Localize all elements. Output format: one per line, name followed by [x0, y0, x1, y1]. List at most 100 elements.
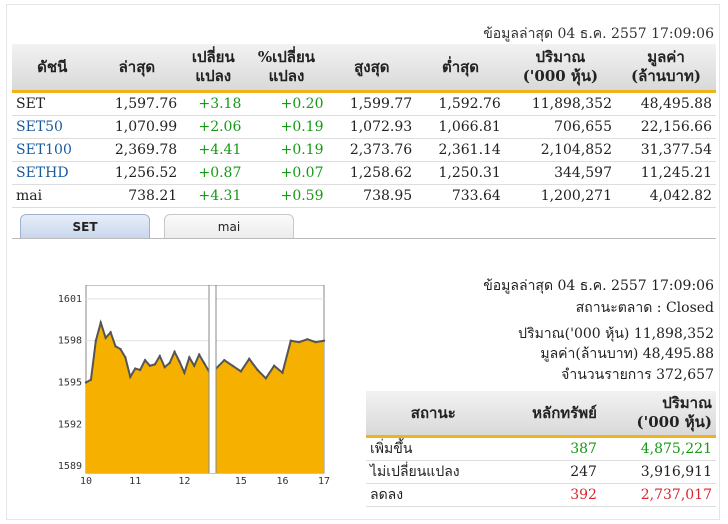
index-cell-val: 11,245.21 [616, 161, 716, 185]
status-row: เพิ่มขึ้น 387 4,875,221 [366, 436, 716, 461]
series-area-2 [216, 339, 324, 473]
data-point [129, 375, 132, 379]
y-tick-label: 1598 [58, 336, 82, 347]
data-point [143, 359, 147, 362]
index-col-header: %เปลี่ยน แปลง [245, 44, 328, 93]
index-col-header-line: ('000 หุ้น) [522, 67, 599, 85]
data-point [84, 381, 88, 384]
index-cell-name[interactable]: SETHD [12, 161, 93, 185]
advance-decline-table: สถานะ หลักทรัพย์ ปริมาณ ('000 หุ้น) เพิ่… [366, 391, 716, 507]
tab-bar: SET mai [12, 214, 716, 239]
data-point [306, 338, 309, 341]
index-row[interactable]: SET 1,597.76 +3.18 +0.20 1,599.77 1,592.76 11,… [12, 91, 716, 116]
index-col-header: สูงสุด [327, 44, 417, 93]
index-cell-pct: +0.19 [245, 138, 328, 162]
index-row[interactable]: mai 738.21 +4.31 +0.59 738.95 733.64 1,200,271… [12, 184, 716, 208]
data-point [314, 340, 317, 344]
index-cell-name[interactable]: SET50 [12, 115, 93, 139]
index-cell-name[interactable]: SET [12, 91, 93, 116]
index-row[interactable]: SET100 2,369.78 +4.41 +0.19 2,373.76 2,361.14… [12, 138, 716, 162]
index-cell-vol: 1,200,271 [504, 184, 616, 208]
index-col-header-line: ล่าสุด [118, 57, 156, 76]
index-cell-high: 1,258.62 [327, 161, 417, 185]
index-row[interactable]: SETHD 1,256.52 +0.87 +0.07 1,258.62 1,250.31 3… [12, 161, 716, 185]
data-point [289, 339, 292, 342]
tab-set[interactable]: SET [20, 214, 150, 238]
series-line-2 [215, 338, 325, 380]
x-tick-label: 12 [178, 476, 190, 485]
index-cell-vol: 11,898,352 [504, 91, 616, 116]
index-cell-high: 738.95 [327, 184, 417, 208]
index-cell-high: 1,599.77 [327, 91, 417, 116]
index-col-header-line: ปริมาณ [535, 48, 586, 66]
index-col-header-line: สูงสุด [354, 57, 390, 76]
data-point [322, 339, 326, 342]
status-cell-vol: 3,916,911 [600, 460, 716, 484]
index-col-header: มูลค่า (ล้านบาท) [616, 44, 716, 93]
status-cell-vol: 4,875,221 [600, 436, 716, 461]
index-col-header: ปริมาณ ('000 หุ้น) [504, 44, 616, 93]
index-cell-low: 1,592.76 [416, 91, 505, 116]
data-point [148, 364, 152, 367]
index-col-header-line: %เปลี่ยน [257, 48, 315, 66]
y-tick-label: 1595 [58, 377, 82, 388]
col-securities: หลักทรัพย์ [500, 391, 601, 438]
data-point [188, 356, 191, 359]
market-update-label: ข้อมูลล่าสุด 04 ธ.ค. 2557 17:09:06 [483, 278, 714, 294]
y-tick-label: 1601 [58, 294, 82, 305]
data-point [178, 360, 181, 363]
index-cell-chg: +4.31 [181, 184, 246, 208]
index-cell-chg: +4.41 [181, 138, 246, 162]
index-col-header-line: แปลง [268, 67, 305, 85]
data-point [109, 331, 112, 334]
index-cell-last: 738.21 [92, 184, 182, 208]
data-point [158, 354, 161, 358]
index-cell-val: 48,495.88 [616, 91, 716, 116]
index-cell-high: 1,072.93 [327, 115, 417, 139]
index-cell-last: 1,256.52 [92, 161, 182, 185]
index-cell-chg: +0.87 [181, 161, 246, 185]
index-cell-name[interactable]: SET100 [12, 138, 93, 162]
data-point [223, 359, 226, 362]
index-row[interactable]: SET50 1,070.99 +2.06 +0.19 1,072.93 1,066.81 7… [12, 115, 716, 139]
market-volume: ปริมาณ('000 หุ้น) 11,898,352 [518, 326, 714, 342]
data-point [163, 365, 166, 369]
index-cell-name[interactable]: mai [12, 184, 93, 208]
y-tick-label: 1592 [58, 419, 82, 430]
data-point [94, 339, 98, 342]
index-cell-high: 2,373.76 [327, 138, 417, 162]
index-col-header: ล่าสุด [92, 44, 182, 93]
series-line-1 [85, 319, 210, 384]
data-point [239, 370, 243, 373]
index-col-header-line: เปลี่ยน [191, 48, 235, 66]
tab-mai[interactable]: mai [164, 214, 294, 238]
index-table: ดัชนี ล่าสุด เปลี่ยน แปลง %เปลี่ยน แปลง สูงสุด… [12, 44, 716, 208]
market-deals: จำนวนรายการ 372,657 [561, 367, 714, 383]
col-volume-line2: ('000 หุ้น) [636, 413, 712, 431]
x-tick-label: 17 [318, 476, 330, 485]
index-cell-pct: +0.07 [245, 161, 328, 185]
index-cell-last: 1,070.99 [92, 115, 182, 139]
data-point [138, 368, 142, 372]
index-col-header-line: แปลง [195, 67, 232, 85]
index-col-header: ดัชนี [12, 44, 93, 93]
session-gap [209, 286, 216, 473]
index-cell-vol: 2,104,852 [504, 138, 616, 162]
col-status: สถานะ [366, 391, 501, 438]
index-cell-pct: +0.59 [245, 184, 328, 208]
index-cell-val: 22,156.66 [616, 115, 716, 139]
index-chart: 1601 1598 1595 1592 1589 10 11 12 15 16 17 [50, 285, 335, 485]
status-cell-count: 387 [500, 436, 601, 461]
index-col-header-line: ต่ำสุด [441, 57, 480, 76]
index-cell-last: 2,369.78 [92, 138, 182, 162]
x-tick-label: 11 [129, 476, 141, 485]
data-point [281, 371, 284, 374]
data-point [104, 336, 107, 340]
data-point [264, 377, 268, 380]
data-point [114, 345, 117, 348]
data-point [297, 340, 301, 344]
index-col-header: ต่ำสุด [416, 44, 505, 93]
x-tick-label: 10 [80, 476, 92, 485]
index-cell-low: 1,066.81 [416, 115, 505, 139]
index-cell-low: 2,361.14 [416, 138, 505, 162]
